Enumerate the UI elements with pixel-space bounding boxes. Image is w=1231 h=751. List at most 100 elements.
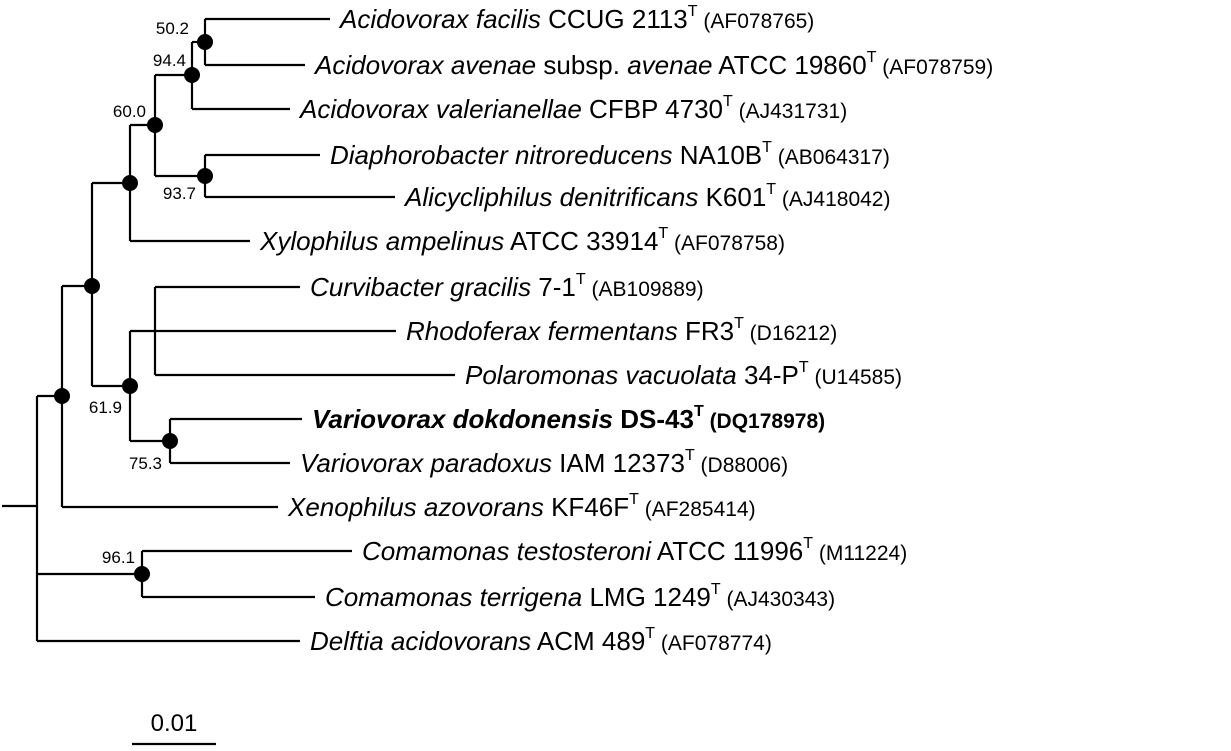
- type-strain-mark: T: [762, 139, 772, 156]
- taxon-label: Variovorax paradoxus IAM 12373T (D88006): [300, 447, 788, 478]
- taxon-label: Xenophilus azovorans KF46FT (AF285414): [287, 491, 756, 522]
- taxon-label: Xylophilus ampelinus ATCC 33914T (AF0787…: [259, 225, 785, 256]
- taxon-label: Alicycliphilus denitrificans K601T (AJ41…: [403, 181, 890, 212]
- type-strain-mark: T: [658, 225, 668, 242]
- strain-name: 7-1: [531, 272, 576, 302]
- species-name: Curvibacter gracilis: [310, 272, 531, 302]
- species-name: Delftia acidovorans: [310, 626, 531, 656]
- species-name: Rhodoferax fermentans: [406, 316, 678, 346]
- type-strain-mark: T: [685, 447, 695, 464]
- taxon-labels: Acidovorax facilis CCUG 2113T (AF078765)…: [259, 3, 993, 656]
- strain-name: NA10B: [673, 140, 763, 170]
- type-strain-mark: T: [688, 3, 698, 20]
- bootstrap-value: 96.1: [102, 548, 135, 567]
- supported-node: [184, 67, 200, 83]
- species-name: Acidovorax facilis: [338, 4, 541, 34]
- accession-number: (D88006): [695, 454, 788, 477]
- strain-name: ATCC 11996: [651, 536, 803, 566]
- accession-number: (D16212): [744, 322, 837, 345]
- accession-number: (AF078758): [668, 232, 785, 255]
- bootstrap-value: 60.0: [113, 102, 146, 121]
- taxon-label: Delftia acidovorans ACM 489T (AF078774): [310, 625, 772, 656]
- taxon-label: Polaromonas vacuolata 34-PT (U14585): [465, 359, 902, 390]
- strain-name: DS-43: [613, 404, 694, 434]
- species-name: Variovorax dokdonensis: [312, 404, 613, 434]
- strain-name: FR3: [678, 316, 734, 346]
- strain-name: LMG 1249: [582, 582, 711, 612]
- bootstrap-labels: 50.2 94.4 60.0 93.7 61.9 75.3 96.1: [89, 19, 196, 567]
- type-strain-mark: T: [734, 315, 744, 332]
- scale-bar: 0.01: [132, 710, 216, 746]
- accession-number: (AB064317): [772, 146, 890, 169]
- type-strain-mark: T: [867, 49, 877, 66]
- type-strain-mark: T: [576, 271, 586, 288]
- accession-number: (AB109889): [586, 278, 704, 301]
- taxon-label-highlighted: Variovorax dokdonensis DS-43T (DQ178978): [312, 403, 825, 434]
- species-name: Variovorax paradoxus: [300, 448, 552, 478]
- supported-node: [147, 117, 163, 133]
- accession-number: (AJ431731): [733, 100, 847, 123]
- accession-number: (AF078759): [876, 56, 993, 79]
- bootstrap-value: 94.4: [153, 51, 186, 70]
- subspecies-name: avenae: [627, 50, 712, 80]
- strain-name: ATCC 19860: [713, 50, 867, 80]
- taxon-label: Acidovorax avenae subsp. avenae ATCC 198…: [313, 49, 993, 80]
- species-name: Comamonas testosteroni: [362, 536, 652, 566]
- species-name: Xenophilus azovorans: [287, 492, 544, 522]
- rank-abbrev: subsp.: [536, 50, 627, 80]
- taxon-label: Diaphorobacter nitroreducens NA10BT (AB0…: [330, 139, 890, 170]
- taxon-label: Curvibacter gracilis 7-1T (AB109889): [310, 271, 704, 302]
- bootstrap-value: 50.2: [156, 19, 189, 38]
- supported-node: [122, 175, 138, 191]
- taxon-label: Acidovorax valerianellae CFBP 4730T (AJ4…: [298, 93, 847, 124]
- type-strain-mark: T: [766, 181, 776, 198]
- type-strain-mark: T: [799, 359, 809, 376]
- tree-nodes: [54, 34, 213, 582]
- accession-number: (U14585): [809, 366, 902, 389]
- species-name: Xylophilus ampelinus: [259, 226, 504, 256]
- species-name: Acidovorax avenae: [313, 50, 536, 80]
- supported-node: [134, 566, 150, 582]
- strain-name: CCUG 2113: [541, 4, 688, 34]
- species-name: Diaphorobacter nitroreducens: [330, 140, 673, 170]
- strain-name: ATCC 33914: [504, 226, 658, 256]
- type-strain-mark: T: [803, 535, 813, 552]
- type-strain-mark: T: [711, 581, 721, 598]
- species-name: Polaromonas vacuolata: [465, 360, 737, 390]
- strain-name: K601: [698, 182, 766, 212]
- strain-name: 34-P: [737, 360, 799, 390]
- taxon-label: Comamonas terrigena LMG 1249T (AJ430343): [325, 581, 835, 612]
- type-strain-mark: T: [723, 93, 733, 110]
- accession-number: (AF078774): [655, 632, 772, 655]
- strain-name: ACM 489: [531, 626, 645, 656]
- type-strain-mark: T: [629, 491, 639, 508]
- scale-bar-label: 0.01: [151, 710, 198, 737]
- taxon-label: Comamonas testosteroni ATCC 11996T (M112…: [362, 535, 907, 566]
- strain-name: IAM 12373: [552, 448, 685, 478]
- supported-node: [54, 388, 70, 404]
- species-name: Acidovorax valerianellae: [298, 94, 582, 124]
- supported-node: [162, 433, 178, 449]
- bootstrap-value: 61.9: [89, 398, 122, 417]
- type-strain-mark: T: [694, 403, 704, 420]
- strain-name: CFBP 4730: [582, 94, 723, 124]
- accession-number: (AJ430343): [721, 588, 835, 611]
- species-name: Alicycliphilus denitrificans: [403, 182, 698, 212]
- accession-number: (AF078765): [698, 10, 815, 33]
- accession-number: (DQ178978): [704, 410, 825, 433]
- type-strain-mark: T: [645, 625, 655, 642]
- accession-number: (AF285414): [639, 498, 756, 521]
- accession-number: (AJ418042): [776, 188, 890, 211]
- bootstrap-value: 93.7: [163, 184, 196, 203]
- taxon-label: Rhodoferax fermentans FR3T (D16212): [406, 315, 837, 346]
- supported-node: [197, 168, 213, 184]
- supported-node: [84, 278, 100, 294]
- bootstrap-value: 75.3: [129, 454, 162, 473]
- supported-node: [122, 378, 138, 394]
- strain-name: KF46F: [544, 492, 629, 522]
- taxon-label: Acidovorax facilis CCUG 2113T (AF078765): [338, 3, 814, 34]
- accession-number: (M11224): [813, 542, 907, 565]
- supported-node: [197, 34, 213, 50]
- species-name: Comamonas terrigena: [325, 582, 582, 612]
